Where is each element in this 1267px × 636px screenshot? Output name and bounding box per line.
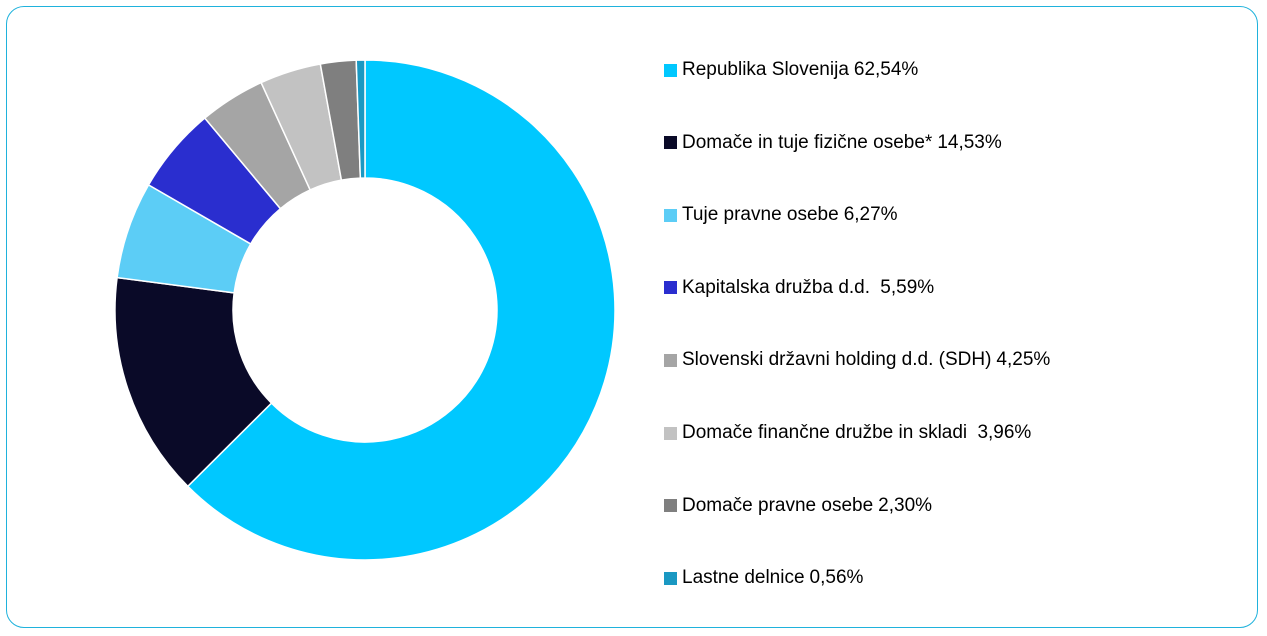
legend-label: Domače finančne družbe in skladi	[682, 422, 973, 443]
legend-label: Slovenski državni holding d.d. (SDH)	[682, 349, 992, 371]
legend-entry: Slovenski državni holding d.d. (SDH) 4,25…	[664, 348, 1050, 372]
legend-entry: Tuje pravne osebe 6,27%	[664, 203, 898, 227]
legend-value: 0,56%	[809, 567, 864, 589]
legend-swatch	[664, 499, 677, 513]
legend-value: 62,54%	[853, 59, 919, 80]
legend-swatch	[664, 353, 677, 367]
legend-value: 6,27%	[843, 204, 898, 226]
donut-slice	[186, 59, 616, 561]
legend-swatch	[664, 571, 677, 585]
frame	[6, 6, 1258, 628]
donut-slice	[114, 276, 273, 488]
legend-value: 4,25%	[996, 349, 1051, 371]
legend-label: Tuje pravne osebe	[682, 204, 839, 226]
legend-entry: Domače in tuje fizične osebe* 14,53%	[664, 131, 1002, 155]
legend-swatch	[664, 136, 677, 150]
legend-swatch	[664, 281, 677, 295]
legend-entry: Republika Slovenija 62,54%	[664, 58, 918, 82]
legend-entry: Lastne delnice 0,56%	[664, 566, 863, 590]
legend-entry: Kapitalska družba d.d. 5,59%	[664, 276, 934, 300]
legend-value: 2,30%	[878, 494, 933, 516]
legend-swatch	[664, 208, 677, 222]
legend-value: 14,53%	[937, 131, 1002, 153]
donut-slice	[355, 59, 366, 179]
legend-label: Republika Slovenija	[682, 59, 849, 80]
legend-label: Kapitalska družba d.d.	[682, 276, 876, 298]
legend-label: Domače in tuje fizične osebe*	[682, 131, 933, 153]
legend-label: Domače pravne osebe	[682, 494, 874, 516]
legend-label: Lastne delnice	[682, 567, 805, 589]
legend-swatch	[664, 426, 677, 440]
legend-swatch	[664, 63, 677, 77]
legend-entry: Domače pravne osebe 2,30%	[664, 494, 932, 518]
legend-value: 3,96%	[977, 422, 1032, 443]
legend-value: 5,59%	[880, 276, 935, 298]
legend-entry: Domače finančne družbe in skladi 3,96%	[664, 421, 1031, 445]
